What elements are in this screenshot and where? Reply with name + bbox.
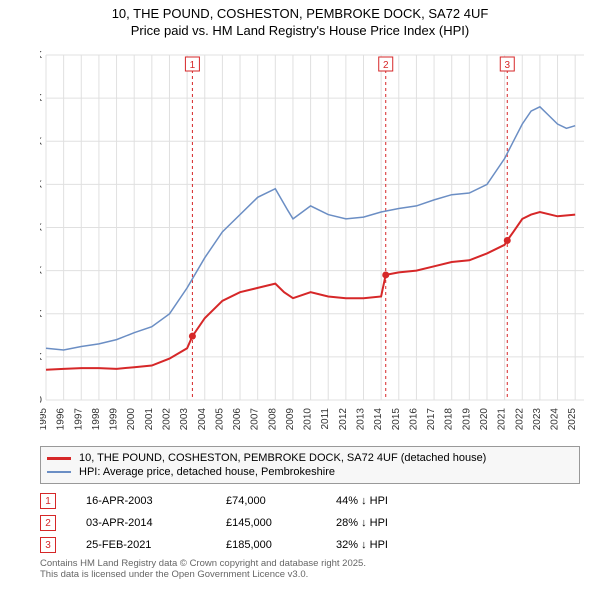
svg-text:£350K: £350K <box>40 93 42 104</box>
legend-swatch-1 <box>47 457 71 460</box>
svg-text:2014: 2014 <box>373 408 384 430</box>
svg-text:2012: 2012 <box>338 408 349 430</box>
svg-text:2016: 2016 <box>408 408 419 430</box>
svg-text:2007: 2007 <box>250 408 261 430</box>
svg-text:2003: 2003 <box>179 408 190 430</box>
footer-attribution: Contains HM Land Registry data © Crown c… <box>40 558 366 581</box>
annot-marker-1: 1 <box>40 493 56 509</box>
svg-text:£100K: £100K <box>40 309 42 320</box>
svg-text:2021: 2021 <box>497 408 508 430</box>
svg-text:2005: 2005 <box>214 408 225 430</box>
svg-text:1996: 1996 <box>56 408 67 430</box>
chart-container: 10, THE POUND, COSHESTON, PEMBROKE DOCK,… <box>0 0 600 590</box>
line-chart: £0 £50K £100K £150K £200K £250K £300K £350K £400… <box>40 50 590 430</box>
legend-swatch-2 <box>47 471 71 473</box>
svg-text:2015: 2015 <box>391 408 402 430</box>
annot-date-2: 03-APR-2014 <box>86 517 226 529</box>
chart-title: 10, THE POUND, COSHESTON, PEMBROKE DOCK,… <box>0 0 600 40</box>
svg-text:2017: 2017 <box>426 408 437 430</box>
annot-price-1: £74,000 <box>226 495 336 507</box>
svg-text:1995: 1995 <box>40 408 49 430</box>
svg-text:2020: 2020 <box>479 408 490 430</box>
annot-pct-2: 28% ↓ HPI <box>336 517 436 529</box>
svg-text:£400K: £400K <box>40 50 42 61</box>
legend-row-2: HPI: Average price, detached house, Pemb… <box>47 465 573 479</box>
annot-row-2: 2 03-APR-2014 £145,000 28% ↓ HPI <box>40 512 436 534</box>
svg-text:2023: 2023 <box>532 408 543 430</box>
svg-text:2019: 2019 <box>461 408 472 430</box>
annot-price-2: £145,000 <box>226 517 336 529</box>
svg-text:2013: 2013 <box>356 408 367 430</box>
svg-text:1998: 1998 <box>91 408 102 430</box>
legend-row-1: 10, THE POUND, COSHESTON, PEMBROKE DOCK,… <box>47 451 573 465</box>
legend: 10, THE POUND, COSHESTON, PEMBROKE DOCK,… <box>40 446 580 484</box>
svg-text:£0: £0 <box>40 395 42 406</box>
svg-text:1997: 1997 <box>73 408 84 430</box>
svg-text:3: 3 <box>504 60 510 71</box>
svg-text:£300K: £300K <box>40 136 42 147</box>
svg-text:£200K: £200K <box>40 223 42 234</box>
annot-row-3: 3 25-FEB-2021 £185,000 32% ↓ HPI <box>40 534 436 556</box>
legend-label-2: HPI: Average price, detached house, Pemb… <box>79 466 335 478</box>
footer-line2: This data is licensed under the Open Gov… <box>40 569 366 580</box>
annot-pct-3: 32% ↓ HPI <box>336 539 436 551</box>
svg-text:£250K: £250K <box>40 179 42 190</box>
svg-text:1999: 1999 <box>109 408 120 430</box>
annot-marker-2: 2 <box>40 515 56 531</box>
title-line2: Price paid vs. HM Land Registry's House … <box>0 23 600 40</box>
svg-text:2011: 2011 <box>320 408 331 430</box>
svg-text:£150K: £150K <box>40 266 42 277</box>
svg-text:2018: 2018 <box>444 408 455 430</box>
annot-price-3: £185,000 <box>226 539 336 551</box>
annot-date-3: 25-FEB-2021 <box>86 539 226 551</box>
svg-text:1: 1 <box>190 60 196 71</box>
footer-line1: Contains HM Land Registry data © Crown c… <box>40 558 366 569</box>
annot-marker-3: 3 <box>40 537 56 553</box>
svg-text:2004: 2004 <box>197 408 208 430</box>
svg-text:2006: 2006 <box>232 408 243 430</box>
svg-text:2001: 2001 <box>144 408 155 430</box>
annotation-table: 1 16-APR-2003 £74,000 44% ↓ HPI 2 03-APR… <box>40 490 436 556</box>
annot-row-1: 1 16-APR-2003 £74,000 44% ↓ HPI <box>40 490 436 512</box>
annot-date-1: 16-APR-2003 <box>86 495 226 507</box>
svg-text:2000: 2000 <box>126 408 137 430</box>
svg-text:2025: 2025 <box>567 408 578 430</box>
title-line1: 10, THE POUND, COSHESTON, PEMBROKE DOCK,… <box>0 6 600 23</box>
legend-label-1: 10, THE POUND, COSHESTON, PEMBROKE DOCK,… <box>79 452 486 464</box>
annot-pct-1: 44% ↓ HPI <box>336 495 436 507</box>
svg-text:2009: 2009 <box>285 408 296 430</box>
svg-text:2024: 2024 <box>550 408 561 430</box>
svg-text:£50K: £50K <box>40 352 42 363</box>
svg-text:2010: 2010 <box>303 408 314 430</box>
svg-text:2022: 2022 <box>514 408 525 430</box>
svg-text:2002: 2002 <box>161 408 172 430</box>
svg-text:2: 2 <box>383 60 389 71</box>
svg-text:2008: 2008 <box>267 408 278 430</box>
